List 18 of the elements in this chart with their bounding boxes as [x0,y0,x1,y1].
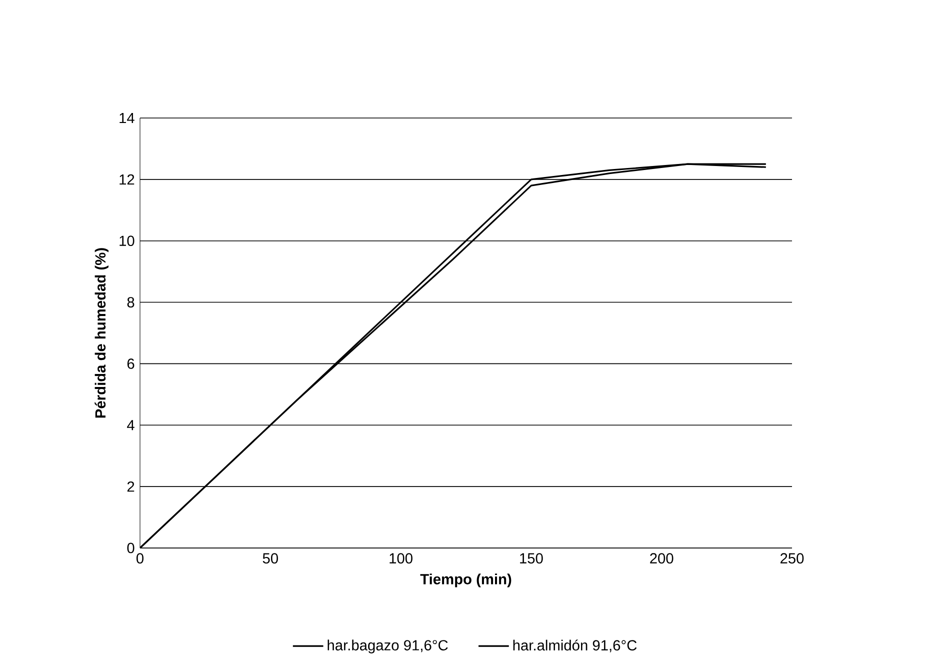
x-tick-label: 150 [520,553,543,564]
legend-label: har.bagazo 91,6°C [328,640,448,654]
y-tick-label: 12 [120,174,134,185]
x-tick-label: 50 [262,553,278,564]
y-tick-label: 6 [127,358,134,369]
y-tick-label: 4 [127,420,134,430]
y-tick-label: 10 [120,236,134,246]
y-tick-label: 2 [127,481,134,492]
y-tick-label: 14 [120,112,134,124]
y-tick-label: 8 [127,297,134,308]
y-tick-label: 0 [127,542,134,554]
x-tick-label: 100 [390,553,412,564]
x-tick-label: 250 [780,553,804,564]
x-tick-label: 0 [136,553,144,564]
legend-label: har.almidón 91,6°C [513,640,637,652]
x-tick-label: 200 [650,553,674,564]
x-axis-title: Tiempo (min) [420,574,512,588]
y-axis-title: Pérdida de humedad (%) [94,248,108,418]
